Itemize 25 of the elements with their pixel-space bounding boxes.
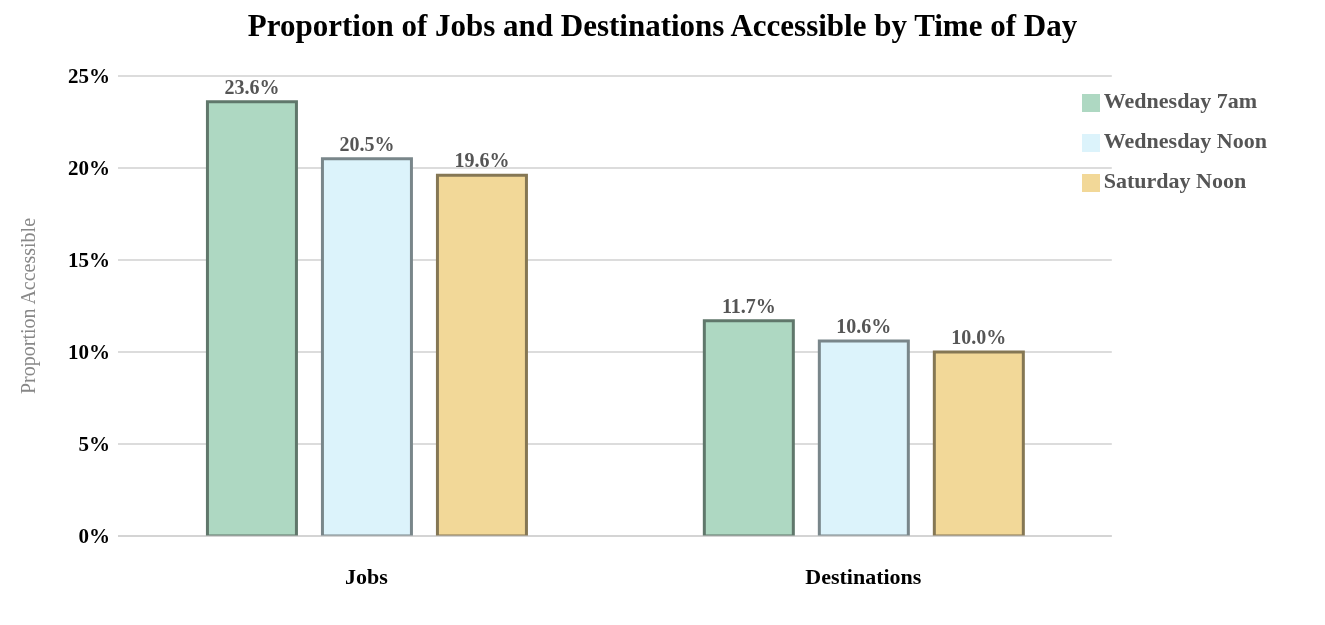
bar bbox=[205, 100, 298, 536]
y-tick-label: 15% bbox=[68, 248, 110, 273]
legend-label: Saturday Noon bbox=[1103, 168, 1247, 193]
y-tick-label: 25% bbox=[68, 64, 110, 89]
data-label: 20.5% bbox=[339, 132, 395, 155]
data-label: 19.6% bbox=[454, 149, 510, 172]
chart-title: Proportion of Jobs and Destinations Accessible by Time of Day bbox=[246, 8, 1079, 45]
bar bbox=[702, 319, 795, 536]
data-label: 10.6% bbox=[836, 314, 892, 337]
data-label: 11.7% bbox=[721, 294, 776, 317]
data-label: 10.0% bbox=[951, 326, 1007, 348]
data-label: 23.6% bbox=[224, 75, 280, 98]
y-axis-title: Proportion Accessible bbox=[17, 217, 41, 395]
x-tick-label: Jobs bbox=[345, 563, 389, 589]
bar bbox=[932, 350, 1025, 536]
bar bbox=[435, 173, 528, 536]
y-tick-label: 0% bbox=[78, 524, 110, 549]
legend-label: Wednesday 7am bbox=[1103, 88, 1258, 113]
y-tick-label: 10% bbox=[68, 340, 110, 365]
legend-label: Wednesday Noon bbox=[1103, 128, 1267, 153]
bar bbox=[320, 157, 413, 536]
y-tick-label: 20% bbox=[68, 156, 110, 181]
x-tick-label: Destinations bbox=[805, 563, 922, 589]
y-tick-label: 5% bbox=[78, 432, 110, 457]
bar bbox=[817, 339, 910, 536]
